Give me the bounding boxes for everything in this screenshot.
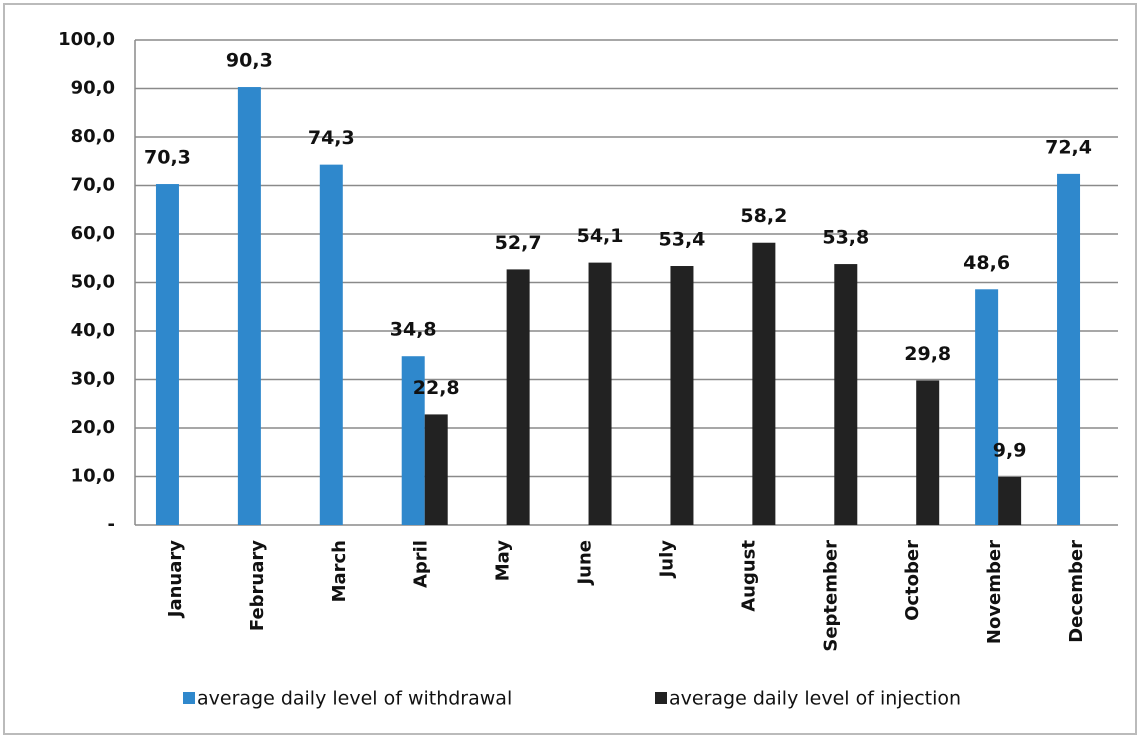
x-tick-label: February xyxy=(247,540,268,631)
bar xyxy=(916,380,940,525)
value-label: 29,8 xyxy=(904,343,951,365)
y-tick-label: - xyxy=(108,514,115,535)
value-label: 34,8 xyxy=(390,319,437,341)
x-tick-label: August xyxy=(738,540,759,612)
y-tick-label: 60,0 xyxy=(71,223,115,244)
x-tick-label: November xyxy=(984,540,1005,644)
value-label: 53,4 xyxy=(659,229,706,251)
y-tick-label: 80,0 xyxy=(71,126,115,147)
bar xyxy=(155,184,179,526)
bar xyxy=(588,262,612,525)
x-tick-label: December xyxy=(1066,540,1087,643)
x-tick-label: July xyxy=(656,540,677,580)
bar xyxy=(401,356,425,525)
value-label: 70,3 xyxy=(144,147,191,169)
value-label: 90,3 xyxy=(226,50,273,72)
value-label: 53,8 xyxy=(822,227,869,249)
value-label: 48,6 xyxy=(963,252,1010,274)
x-tick-label: March xyxy=(329,540,350,602)
x-tick-label: January xyxy=(165,540,186,619)
value-label: 52,7 xyxy=(495,232,542,254)
legend-label: average daily level of injection xyxy=(669,688,961,710)
value-label: 58,2 xyxy=(740,205,787,227)
legend-swatch xyxy=(183,692,195,704)
bar xyxy=(670,266,694,525)
bar xyxy=(506,269,530,525)
value-label: 22,8 xyxy=(413,377,460,399)
bar xyxy=(237,87,261,526)
value-label: 9,9 xyxy=(993,439,1027,461)
bar xyxy=(424,414,448,525)
legend-swatch xyxy=(655,692,667,704)
bar xyxy=(1057,173,1081,526)
legend-label: average daily level of withdrawal xyxy=(197,688,512,710)
chart-border xyxy=(3,3,1137,735)
x-tick-label: June xyxy=(575,540,596,587)
x-tick-label: October xyxy=(902,540,923,621)
bar xyxy=(834,264,858,525)
y-tick-label: 50,0 xyxy=(71,272,115,293)
x-tick-label: September xyxy=(820,540,841,652)
y-tick-label: 100,0 xyxy=(58,29,115,50)
bar xyxy=(319,164,343,525)
bar xyxy=(752,242,776,526)
value-label: 74,3 xyxy=(308,127,355,149)
value-label: 54,1 xyxy=(577,225,624,247)
y-tick-label: 10,0 xyxy=(71,466,115,487)
y-tick-label: 70,0 xyxy=(71,175,115,196)
bar xyxy=(975,289,999,525)
y-tick-label: 30,0 xyxy=(71,369,115,390)
x-tick-label: May xyxy=(493,540,514,582)
y-tick-label: 40,0 xyxy=(71,320,115,341)
x-tick-label: April xyxy=(411,540,432,588)
y-tick-label: 20,0 xyxy=(71,417,115,438)
bar xyxy=(998,476,1022,525)
value-label: 72,4 xyxy=(1045,136,1092,158)
y-tick-label: 90,0 xyxy=(71,78,115,99)
